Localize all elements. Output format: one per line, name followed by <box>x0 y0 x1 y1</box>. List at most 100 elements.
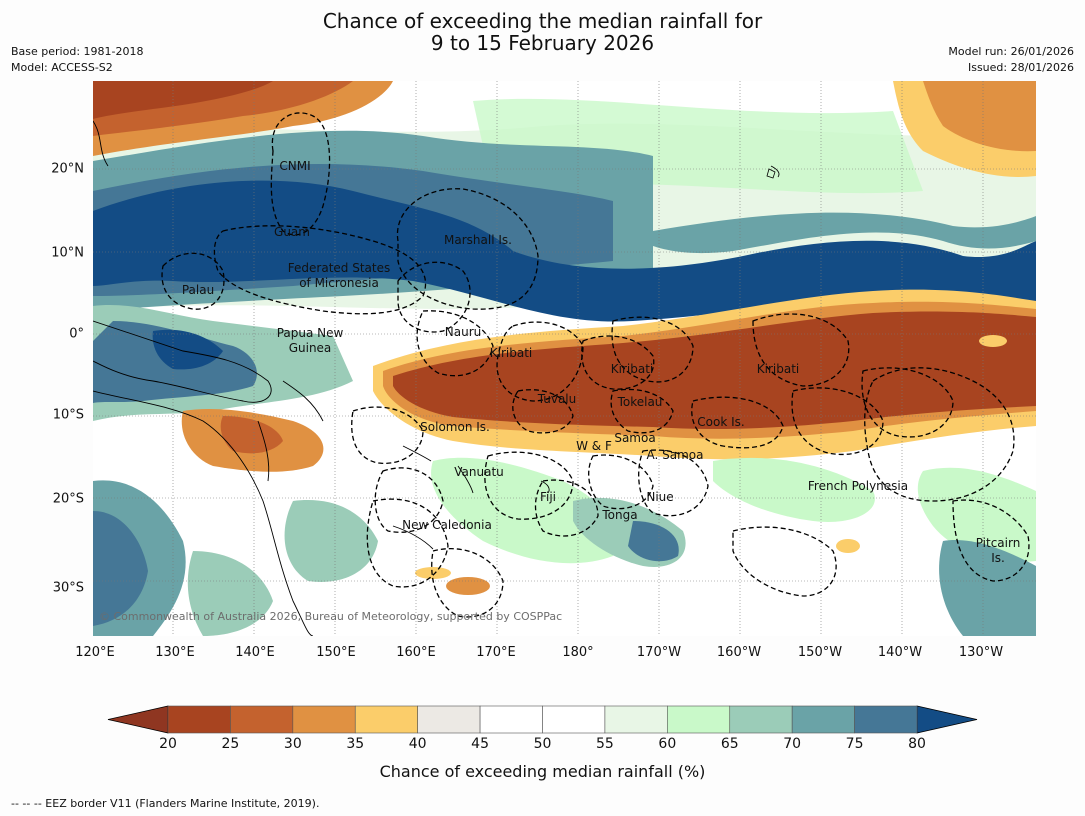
south-pacific-teal-patch-1 <box>284 500 378 582</box>
x-tick-label: 180° <box>562 645 594 660</box>
x-tick-label: 130°W <box>958 645 1004 660</box>
dry-spot-2 <box>446 577 490 595</box>
colorbar-segment <box>167 705 231 734</box>
south-pacific-green-patch-3 <box>713 457 875 522</box>
wet-band-itcz-deep <box>93 180 1036 322</box>
label-w-and-f: W & F <box>576 439 612 453</box>
dry-region-nw-deep <box>93 81 273 119</box>
colorbar-tick-label: 65 <box>720 736 739 752</box>
colorbar-tick-label: 45 <box>471 736 489 752</box>
y-tick-label: 20°S <box>52 491 84 507</box>
colorbar-segment <box>417 705 481 734</box>
label-tuvalu: Tuvalu <box>537 392 577 406</box>
label-palau: Palau <box>181 283 215 297</box>
y-tick-label: 30°S <box>52 580 84 596</box>
dry-spot-1 <box>415 567 451 579</box>
y-tick-label: 0° <box>69 326 84 342</box>
label-nauru: Nauru <box>444 325 482 339</box>
label-marshall-is: Marshall Is. <box>444 233 512 247</box>
colorbar-tick-label: 40 <box>408 736 427 752</box>
label-cnmi: CNMI <box>279 159 311 173</box>
south-pacific-teal-patch-2 <box>187 551 273 636</box>
colorbar-title: Chance of exceeding median rainfall (%) <box>379 762 706 781</box>
x-tick-label: 140°E <box>235 645 275 660</box>
eez-footnote: -- -- -- EEZ border V11 (Flanders Marine… <box>11 797 320 810</box>
coastlines <box>93 120 780 636</box>
label-pitcairn-line1: Pitcairn <box>975 536 1021 550</box>
colorbar-tick-label: 60 <box>658 736 677 752</box>
label-solomon-is: Solomon Is. <box>420 420 490 434</box>
dry-band-equatorial-core <box>393 311 1036 429</box>
ne-australia-dry-core <box>220 416 283 454</box>
x-tick-label: 140°W <box>877 645 923 660</box>
colorbar-segment <box>479 705 543 734</box>
label-kiribati-west: Kiribati <box>489 346 533 360</box>
x-tick-label: 170°W <box>636 645 682 660</box>
colorbar-under-arrow <box>107 705 169 734</box>
colorbar-segment <box>230 705 294 734</box>
label-pitcairn-line2: Is. <box>991 551 1005 565</box>
x-tick-label: 170°E <box>476 645 516 660</box>
label-kiribati-central: Kiribati <box>610 362 654 376</box>
png-deep-wet <box>152 329 223 370</box>
dry-spot-3 <box>836 539 860 553</box>
y-tick-label: 10°N <box>51 245 84 261</box>
south-pacific-green-patch-1 <box>431 457 620 564</box>
colorbar-tick-label: 25 <box>221 736 240 752</box>
colorbar-tick-label: 55 <box>595 736 614 752</box>
y-tick-label: 10°S <box>52 407 84 423</box>
colorbar-tick-label: 75 <box>845 736 864 752</box>
colorbar-over-arrow <box>916 705 978 734</box>
x-tick-label: 130°E <box>155 645 195 660</box>
x-tick-label: 160°E <box>396 645 436 660</box>
x-tick-label: 120°E <box>75 645 115 660</box>
x-tick-label: 160°W <box>716 645 762 660</box>
dry-spot-4 <box>979 335 1007 347</box>
wet-band-itcz-east-edge <box>653 212 1036 254</box>
label-tokelau: Tokelau <box>617 395 663 409</box>
colorbar-tick-label: 50 <box>533 736 552 752</box>
y-tick-label: 20°N <box>51 161 84 177</box>
colorbar-tick-label: 30 <box>283 736 302 752</box>
label-vanuatu: Vanuatu <box>454 465 504 479</box>
colorbar-segment <box>791 705 855 734</box>
east-australia-wet-core <box>93 511 148 626</box>
copyright-notice: © Commonwealth of Australia 2026, Bureau… <box>99 610 563 623</box>
base-period: Base period: 1981-2018 <box>11 45 144 58</box>
south-pacific-blue-patch <box>628 521 679 562</box>
label-fiji: Fiji <box>539 490 557 504</box>
colorbar-segment <box>604 705 668 734</box>
eez-borders <box>161 112 1030 618</box>
chart-title-line2: 9 to 15 February 2026 <box>430 31 655 55</box>
hawaii-islands <box>766 168 776 179</box>
map-gridlines <box>93 81 1036 636</box>
label-guam: Guam <box>274 225 310 239</box>
x-tick-label: 150°E <box>316 645 356 660</box>
label-french-polynesia: French Polynesia <box>807 479 909 493</box>
dry-region-ne-core <box>923 81 1036 152</box>
label-png-line2: Guinea <box>288 341 332 355</box>
model-name: Model: ACCESS-S2 <box>11 61 113 74</box>
label-niue: Niue <box>646 490 674 504</box>
colorbar-segment <box>667 705 731 734</box>
colorbar-segment <box>854 705 918 734</box>
colorbar-segment <box>729 705 793 734</box>
label-new-caledonia: New Caledonia <box>402 518 492 532</box>
map-svg <box>93 81 1036 636</box>
south-pacific-green-patch-4 <box>917 467 1036 562</box>
colorbar-segment <box>354 705 418 734</box>
label-kiribati-east: Kiribati <box>756 362 800 376</box>
label-fsm-line2: of Micronesia <box>299 276 379 290</box>
colorbar-tick-label: 80 <box>908 736 926 752</box>
label-tonga: Tonga <box>602 508 638 522</box>
x-tick-label: 150°W <box>797 645 843 660</box>
colorbar-tick-label: 20 <box>159 736 177 752</box>
label-cook-is: Cook Is. <box>697 415 745 429</box>
chart-title-line1: Chance of exceeding the median rainfall … <box>322 9 763 33</box>
label-samoa: Samoa <box>614 431 656 445</box>
rainfall-map <box>93 81 1036 636</box>
colorbar-tick-label: 35 <box>346 736 365 752</box>
colorbar-segment <box>292 705 356 734</box>
label-american-samoa: A. Samoa <box>646 448 704 462</box>
label-fsm-line1: Federated States <box>287 261 391 275</box>
